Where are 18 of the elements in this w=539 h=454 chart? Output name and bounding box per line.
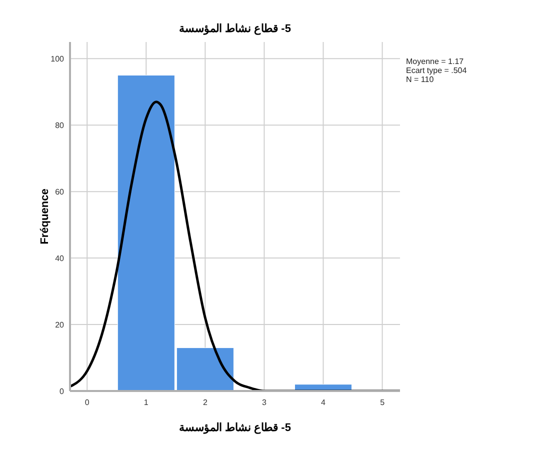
x-tick-label: 0 [84,398,90,407]
x-tick-label: 5 [380,398,386,407]
y-tick-label: 100 [50,54,65,64]
x-tick-label: 2 [202,398,208,407]
x-tick-label: 1 [144,398,149,407]
y-tick-label: 80 [55,120,65,130]
x-tick-label: 4 [321,398,326,407]
x-axis-title: 5- قطاع نشاط المؤسسة [179,422,291,434]
y-axis-title: Fréquence [39,188,51,244]
x-tick-label: 3 [262,398,267,407]
y-tick-label: 40 [55,254,65,263]
text: Ecart type = .504 [406,66,468,75]
text: N = 110 [406,75,434,84]
chart-title: 5- قطاع نشاط المؤسسة [179,23,291,35]
y-tick-label: 0 [60,386,65,396]
y-tick-label: 60 [55,187,65,196]
y-tick-label: 20 [55,320,65,330]
text: Moyenne = 1.17 [406,57,464,66]
